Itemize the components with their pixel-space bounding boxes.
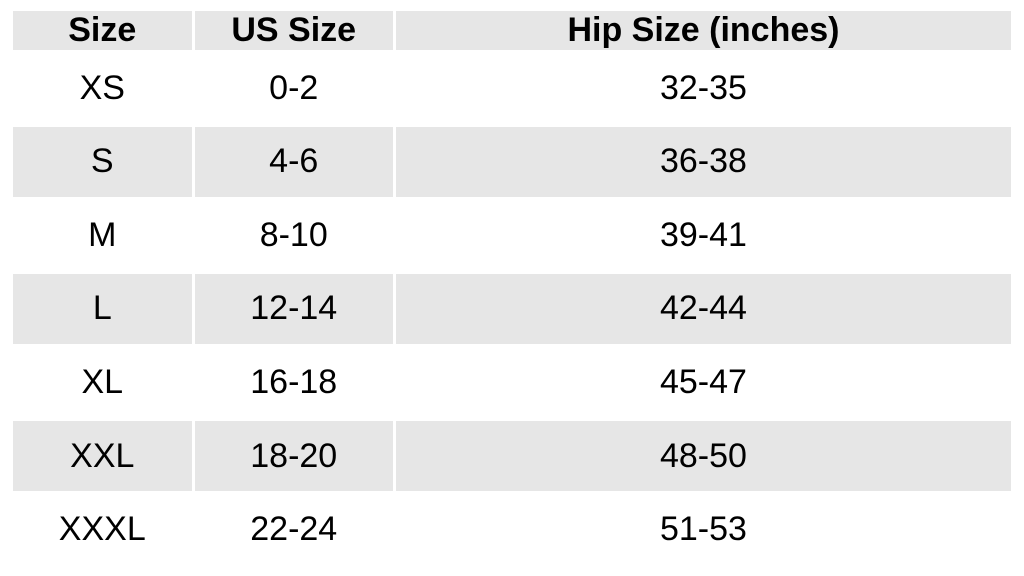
col-header-hip-size: Hip Size (inches): [396, 11, 1011, 50]
cell-us-size: 0-2: [195, 53, 393, 124]
size-chart-container: Size US Size Hip Size (inches) XS 0-2 32…: [0, 0, 1024, 576]
size-chart-table: Size US Size Hip Size (inches) XS 0-2 32…: [10, 8, 1014, 568]
table-row: XXL 18-20 48-50: [13, 421, 1011, 492]
col-header-size: Size: [13, 11, 192, 50]
table-row: XS 0-2 32-35: [13, 53, 1011, 124]
cell-us-size: 18-20: [195, 421, 393, 492]
table-row: L 12-14 42-44: [13, 274, 1011, 345]
cell-size: S: [13, 127, 192, 198]
cell-us-size: 4-6: [195, 127, 393, 198]
cell-hip-size: 36-38: [396, 127, 1011, 198]
col-header-us-size: US Size: [195, 11, 393, 50]
cell-hip-size: 48-50: [396, 421, 1011, 492]
cell-hip-size: 42-44: [396, 274, 1011, 345]
cell-us-size: 16-18: [195, 347, 393, 418]
cell-size: L: [13, 274, 192, 345]
header-row: Size US Size Hip Size (inches): [13, 11, 1011, 50]
cell-hip-size: 32-35: [396, 53, 1011, 124]
table-row: XXXL 22-24 51-53: [13, 494, 1011, 565]
cell-size: XL: [13, 347, 192, 418]
cell-size: XXXL: [13, 494, 192, 565]
table-row: S 4-6 36-38: [13, 127, 1011, 198]
cell-size: XXL: [13, 421, 192, 492]
cell-hip-size: 51-53: [396, 494, 1011, 565]
table-row: XL 16-18 45-47: [13, 347, 1011, 418]
cell-size: M: [13, 200, 192, 271]
cell-us-size: 22-24: [195, 494, 393, 565]
cell-us-size: 12-14: [195, 274, 393, 345]
table-row: M 8-10 39-41: [13, 200, 1011, 271]
cell-size: XS: [13, 53, 192, 124]
cell-hip-size: 39-41: [396, 200, 1011, 271]
cell-us-size: 8-10: [195, 200, 393, 271]
cell-hip-size: 45-47: [396, 347, 1011, 418]
